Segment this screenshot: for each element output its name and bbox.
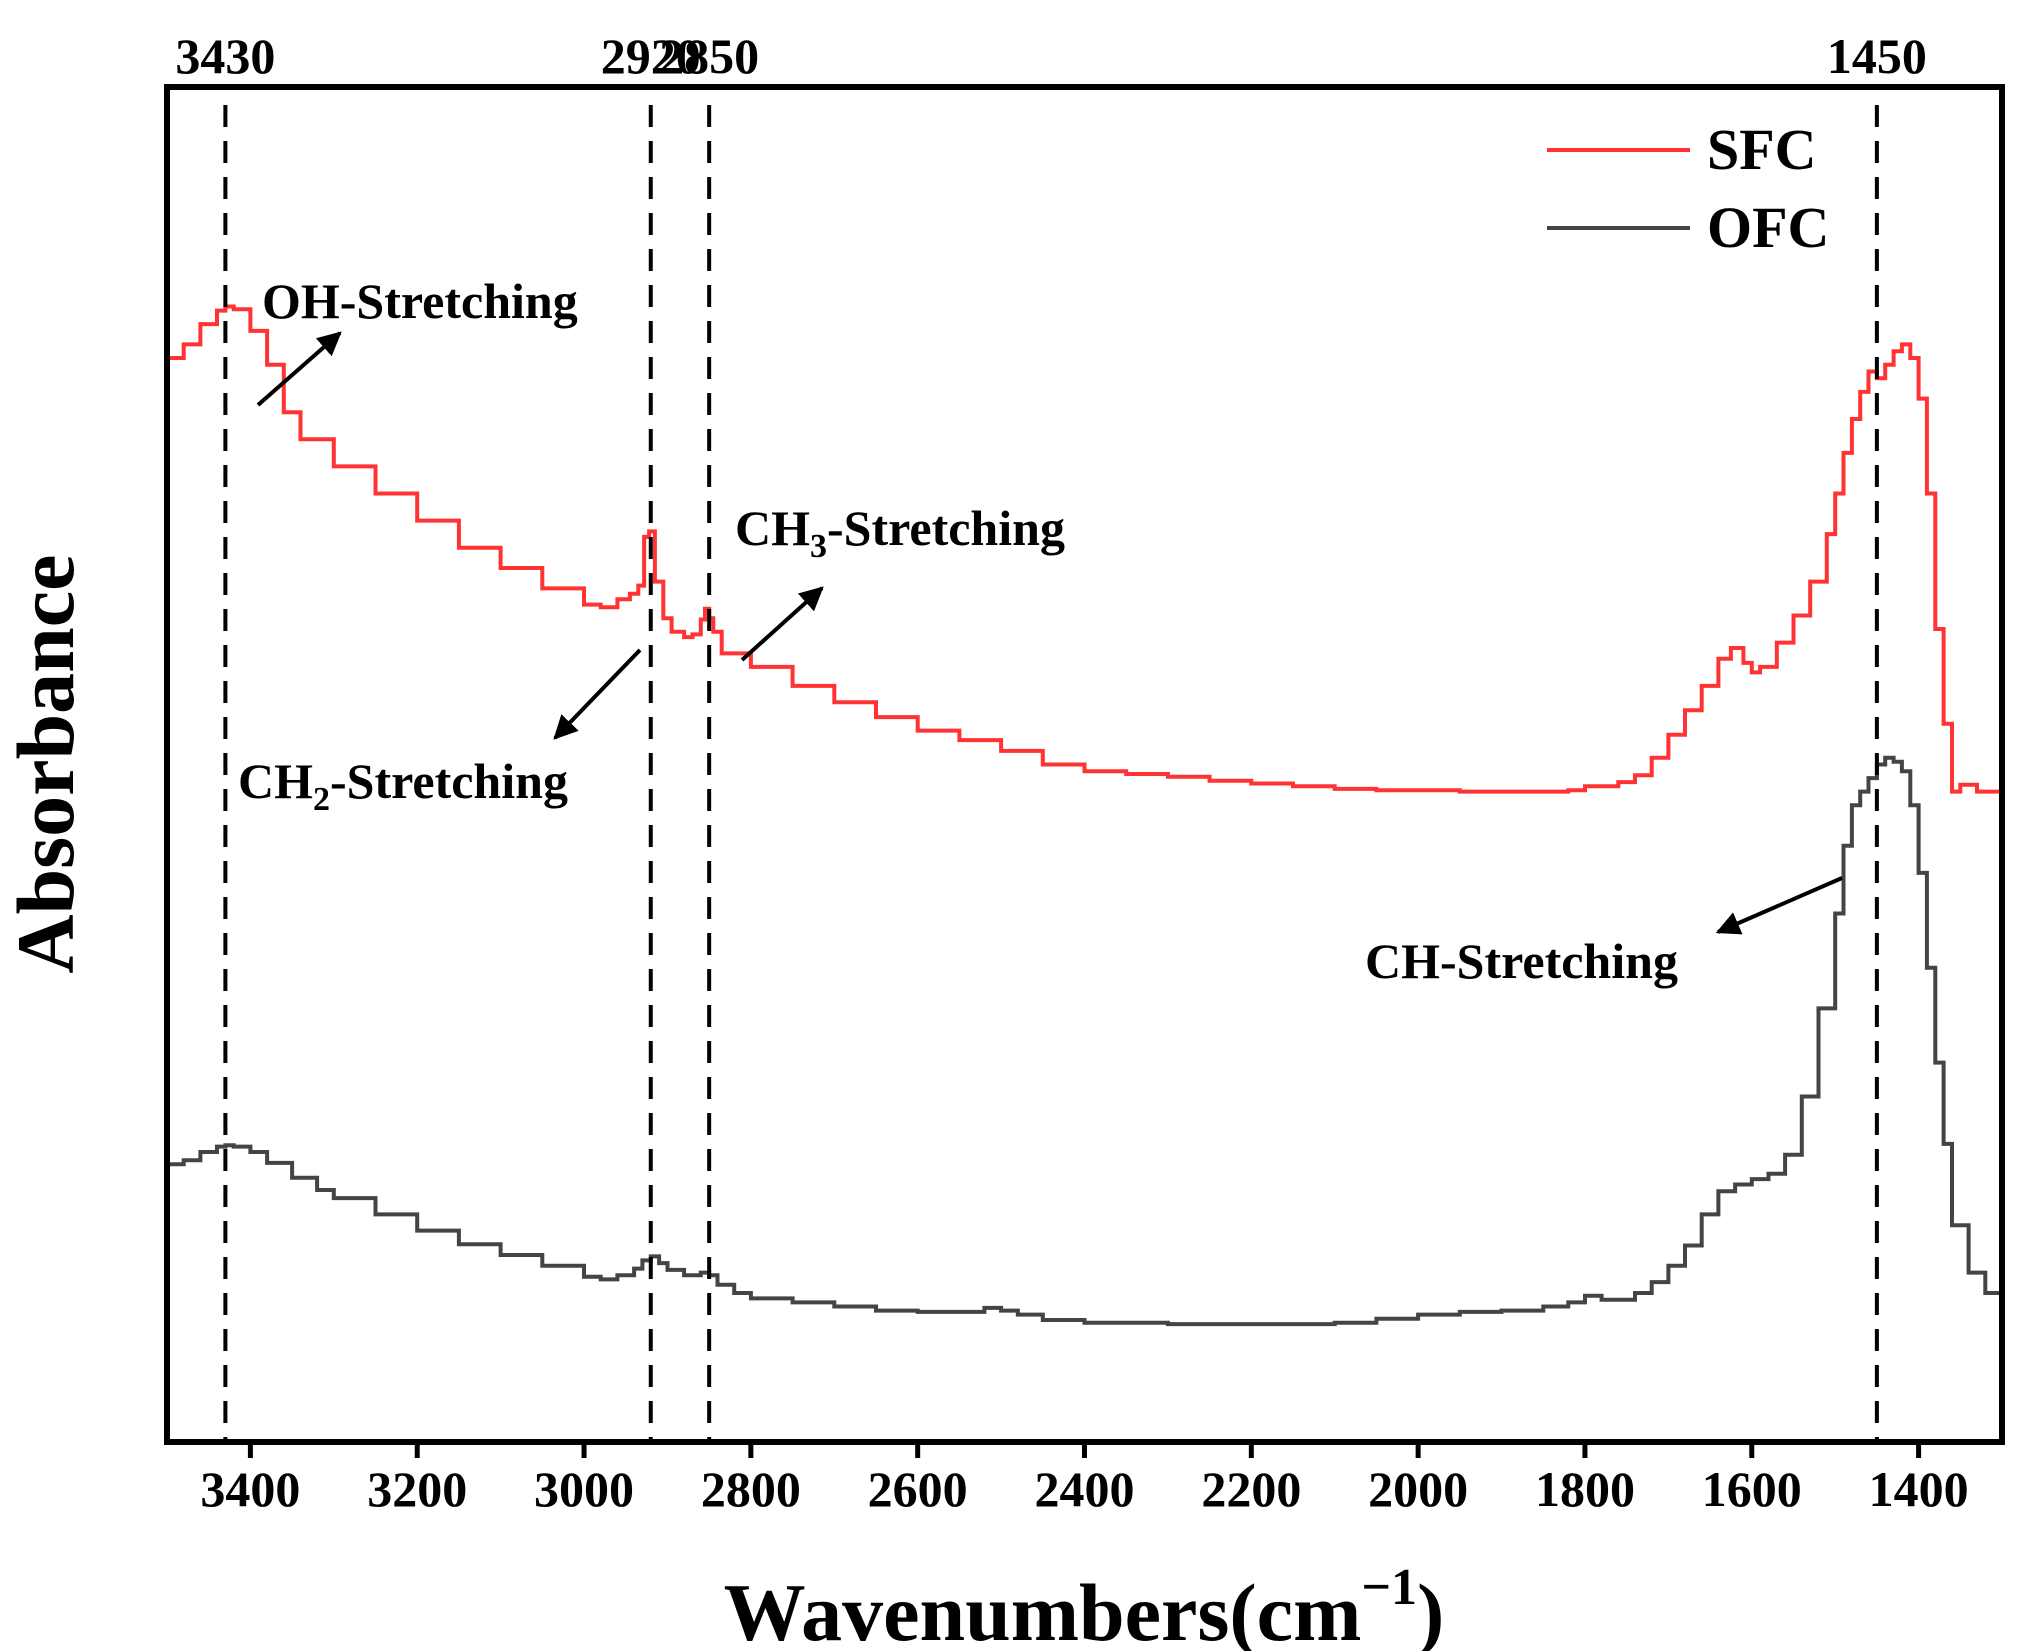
annotation-arrow [1715, 876, 1843, 935]
annotation-text: OH-Stretching [262, 273, 578, 329]
peak-label-2920: 2920 [601, 28, 701, 84]
y-axis-label: Absorbance [0, 554, 91, 973]
annotation-oh-stretching: OH-Stretching [256, 273, 578, 407]
legend: SFC OFC [1547, 117, 1829, 260]
legend-label-ofc: OFC [1707, 195, 1829, 260]
x-tick-label-1800: 1800 [1535, 1461, 1635, 1517]
annotation-arrow [740, 586, 824, 662]
x-axis-label: Wavenumbers(cm−1) [724, 1559, 1445, 1651]
legend-label-sfc: SFC [1707, 117, 1817, 182]
x-ticks-layer: 3400 3200 3000 2800 2600 2400 2200 2000 1800 1600… [200, 1442, 1969, 1517]
x-tick-label-3200: 3200 [367, 1461, 467, 1517]
annotation-ch2-stretching: CH2-Stretching [238, 648, 642, 818]
x-tick-label-3400: 3400 [200, 1461, 300, 1517]
x-axis-label-close: ) [1417, 1567, 1444, 1651]
x-tick-label-2200: 2200 [1201, 1461, 1301, 1517]
annotation-text: CH-Stretching [1365, 933, 1678, 989]
x-tick-label-2800: 2800 [701, 1461, 801, 1517]
annotation-arrow [256, 331, 342, 407]
x-tick-label-1400: 1400 [1869, 1461, 1969, 1517]
x-tick-label-2600: 2600 [868, 1461, 968, 1517]
series-line-ofc [167, 755, 2004, 1327]
x-axis-label-superscript: −1 [1361, 1559, 1417, 1616]
x-tick-label-2400: 2400 [1035, 1461, 1135, 1517]
annotation-ch-stretching: CH-Stretching [1365, 876, 1843, 989]
annotation-ch3-stretching: CH3-Stretching [735, 500, 1065, 662]
annotation-text: CH2-Stretching [238, 753, 568, 818]
series-line-sfc [167, 304, 2002, 794]
x-tick-label-2000: 2000 [1368, 1461, 1468, 1517]
peak-label-1450: 1450 [1827, 28, 1927, 84]
peak-label-3430: 3430 [175, 28, 275, 84]
series-layer [167, 304, 2004, 1327]
x-tick-label-1600: 1600 [1702, 1461, 1802, 1517]
x-axis-label-main: Wavenumbers(cm [724, 1567, 1362, 1651]
peak-label-2850: 2850 [659, 28, 759, 84]
x-tick-label-3000: 3000 [534, 1461, 634, 1517]
annotation-text: CH3-Stretching [735, 500, 1065, 565]
annotations-layer: OH-Stretching CH2-Stretching CH3-Stretchin… [238, 273, 1843, 989]
annotation-arrow [553, 648, 642, 740]
